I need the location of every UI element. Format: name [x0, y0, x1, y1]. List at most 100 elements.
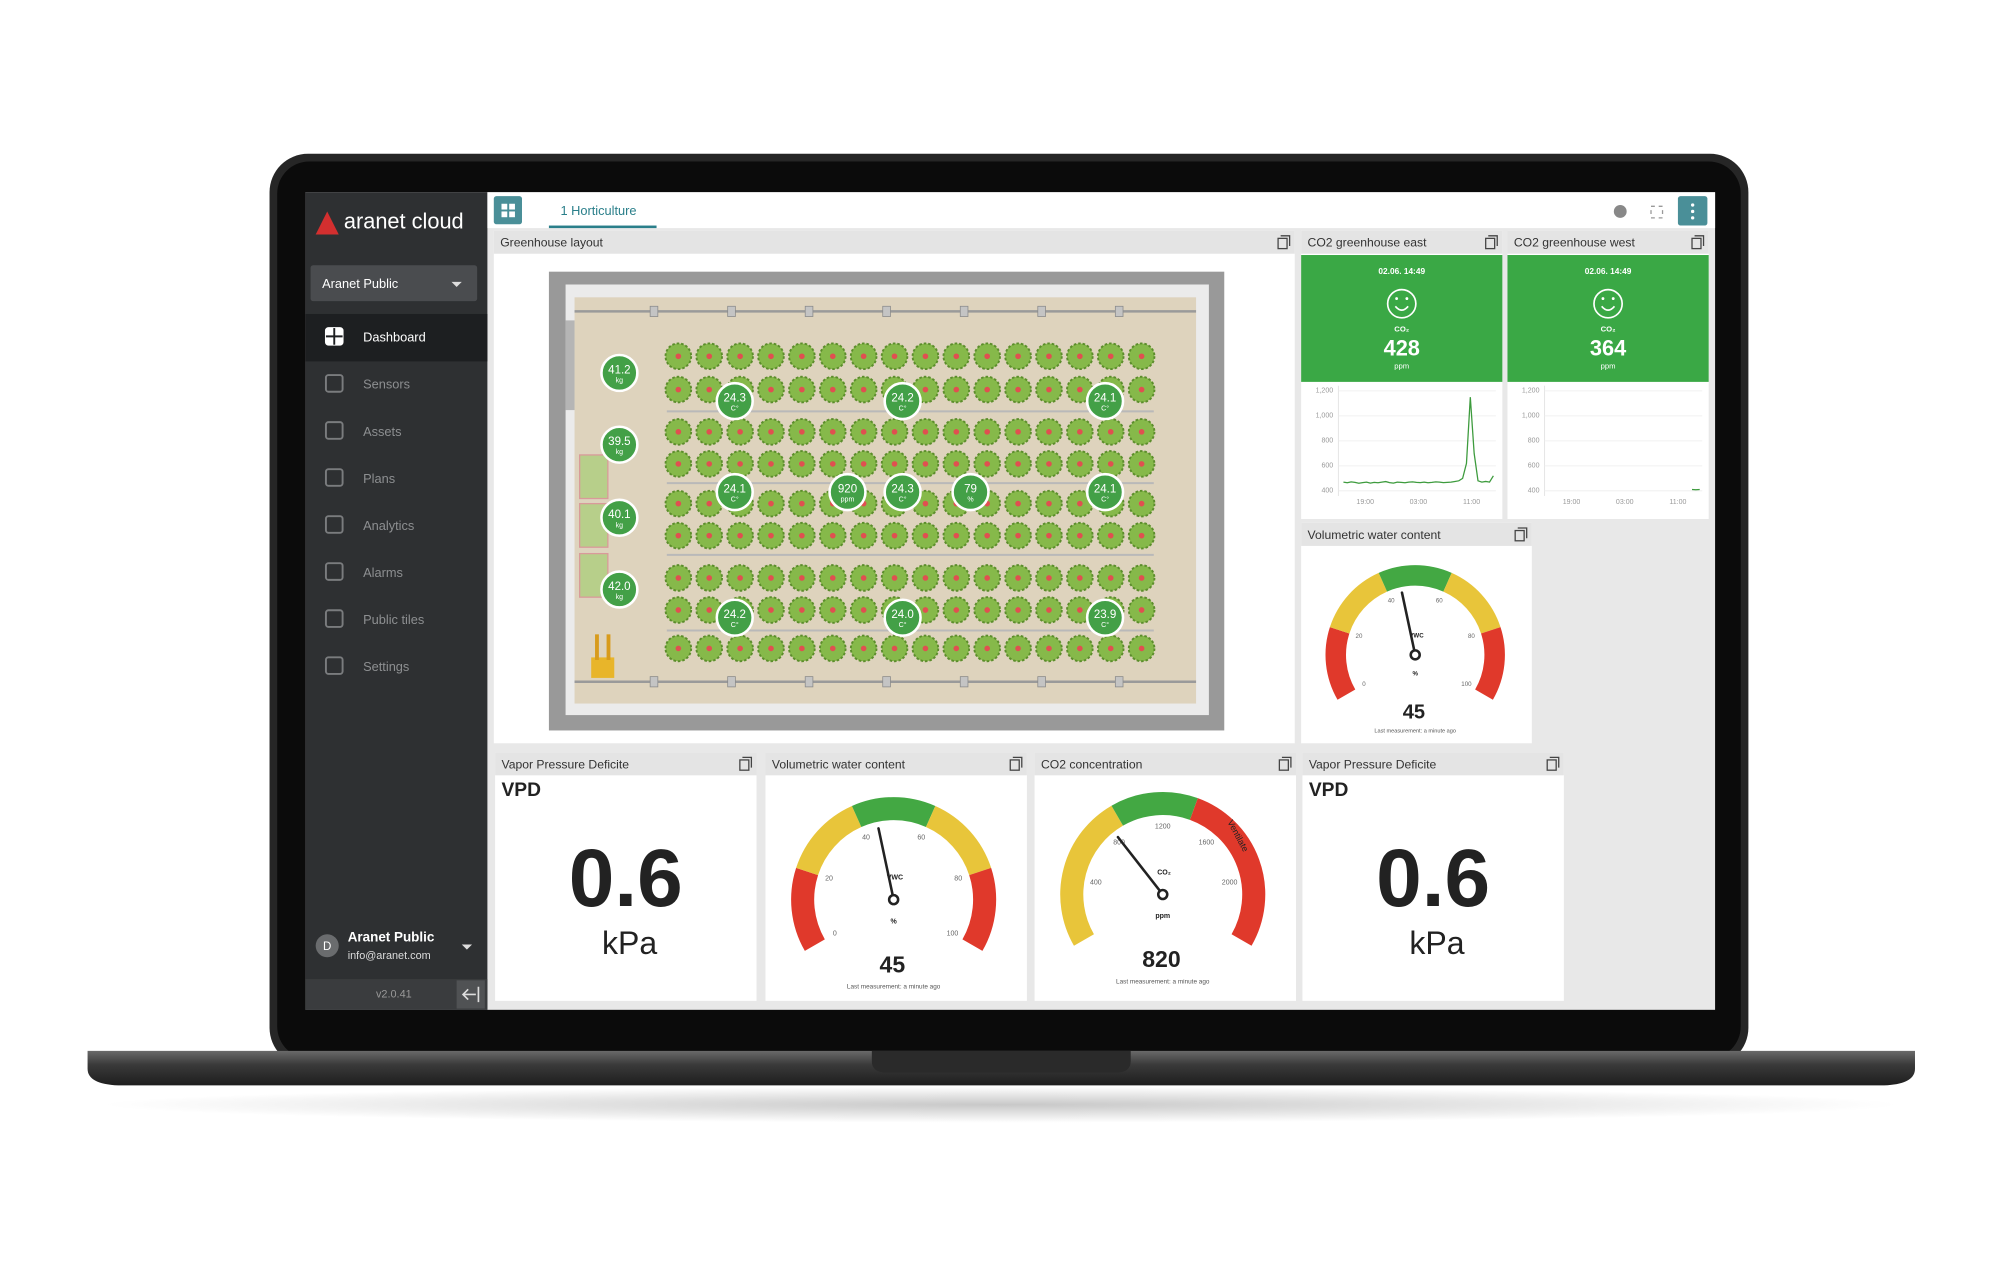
tile-header — [1034, 752, 1297, 776]
tile-title: CO2 greenhouse west — [1514, 236, 1636, 250]
marker-value: 24.2 — [891, 393, 913, 405]
button-glyph — [509, 203, 515, 210]
plant-dot — [1138, 532, 1145, 539]
gauge-zone — [851, 797, 936, 828]
nav-item: Sensors — [363, 377, 410, 392]
plant-dot — [1015, 386, 1021, 393]
org-dropdown[interactable] — [310, 265, 478, 302]
plant-dot — [737, 532, 743, 539]
marker-value: 24.3 — [724, 393, 746, 405]
nav-item: Dashboard — [363, 330, 426, 345]
button-glyph — [1690, 203, 1695, 207]
info-button[interactable] — [1613, 205, 1627, 218]
sensor-marker[interactable] — [600, 498, 639, 537]
plant-dot — [1015, 575, 1021, 581]
sensor-marker[interactable] — [883, 598, 922, 637]
rail-post — [1037, 676, 1046, 688]
plant-dot — [1138, 353, 1145, 360]
smiley — [1601, 297, 1605, 301]
sensor-marker[interactable] — [883, 472, 922, 512]
marker-value: 24.1 — [1094, 484, 1116, 496]
user-caret[interactable] — [461, 944, 473, 950]
copy-icon[interactable] — [1277, 237, 1288, 250]
plant-dot — [768, 575, 774, 581]
gauge-tick-label: 0 — [1362, 681, 1366, 688]
user-email: info@aranet.com — [348, 950, 431, 962]
nav-icon — [324, 609, 344, 628]
plant-dot — [891, 532, 898, 539]
tab-underline[interactable] — [548, 225, 657, 229]
plant-dot — [1015, 607, 1021, 613]
y-tick-label: 1,200 — [1522, 388, 1540, 395]
tile-header — [765, 752, 1027, 776]
gauge-tick-label: 100 — [1461, 681, 1472, 688]
gauge-zone — [1329, 572, 1388, 634]
copy-icon[interactable] — [1278, 759, 1289, 771]
plant-dot — [829, 429, 836, 435]
gauge-tick-label: 20 — [825, 875, 833, 882]
tile-header — [1301, 522, 1532, 546]
brand: aranet cloud — [344, 209, 464, 234]
user-name: Aranet Public — [348, 930, 435, 945]
copy-icon[interactable] — [1485, 237, 1496, 250]
sensor-marker[interactable] — [883, 381, 922, 421]
copy-icon — [1280, 235, 1291, 247]
gauge-tick-label: 800 — [1113, 839, 1125, 846]
rail-post — [1037, 305, 1046, 317]
sensor-marker[interactable] — [1085, 598, 1125, 637]
sensor-marker[interactable] — [1085, 381, 1125, 421]
gauge-tick-label: 40 — [1388, 597, 1395, 604]
marker-value: 41.2 — [608, 364, 630, 376]
marker-unit: C° — [899, 621, 907, 629]
plant-dot — [799, 575, 805, 581]
plant-dot — [953, 386, 960, 393]
sensor-marker[interactable] — [828, 472, 867, 512]
plant-dot — [829, 607, 836, 613]
gauge-value: 45 — [1403, 701, 1425, 723]
tile-title: CO2 greenhouse east — [1308, 236, 1428, 250]
plant-dot — [675, 461, 682, 467]
sensor-marker[interactable] — [600, 425, 639, 464]
plant-dot — [706, 607, 713, 613]
copy-icon[interactable] — [1009, 759, 1020, 771]
sensor-marker[interactable] — [715, 381, 754, 421]
sensor-marker[interactable] — [1085, 472, 1125, 512]
plant-dot — [768, 532, 774, 539]
copy-icon — [1517, 527, 1528, 539]
nav-item: Alarms — [363, 565, 403, 580]
x-tick-label: 11:00 — [1463, 499, 1480, 506]
plant-dot — [891, 353, 898, 360]
plant-dot — [1107, 645, 1114, 652]
plant-dot — [953, 461, 960, 467]
plant-dot — [922, 607, 929, 613]
plant-dot — [768, 607, 774, 613]
y-tick-label: 600 — [1528, 463, 1540, 470]
plant-dot — [675, 645, 682, 652]
rail-post — [727, 305, 736, 317]
sensor-marker[interactable] — [715, 598, 754, 637]
plant-dot — [799, 532, 805, 539]
sensor-marker[interactable] — [600, 570, 639, 609]
gauge-zone — [1474, 627, 1505, 700]
copy-icon[interactable] — [1514, 529, 1525, 542]
plant-dot — [829, 575, 836, 581]
copy-icon[interactable] — [1546, 759, 1557, 771]
nav-hit[interactable] — [305, 455, 487, 502]
x-tick-label: 03:00 — [1410, 499, 1428, 506]
plant-dot — [675, 500, 682, 507]
timestamp: 02.06. 14:49 — [1378, 266, 1425, 276]
dashboard-button[interactable] — [493, 196, 522, 225]
plant-dot — [675, 532, 682, 539]
sensor-marker[interactable] — [600, 353, 639, 393]
copy-icon[interactable] — [1691, 237, 1702, 250]
plant-dot — [860, 461, 867, 467]
sensor-marker[interactable] — [715, 472, 754, 512]
plant-dot — [922, 645, 929, 652]
shadow — [104, 1086, 1899, 1123]
gauge-needle — [1116, 835, 1165, 896]
collapse-icon — [461, 986, 480, 1003]
fullscreen-button[interactable] — [1650, 205, 1664, 219]
gauge-zone — [1378, 565, 1452, 592]
copy-icon[interactable] — [739, 759, 750, 771]
sensor-marker[interactable] — [951, 472, 990, 512]
